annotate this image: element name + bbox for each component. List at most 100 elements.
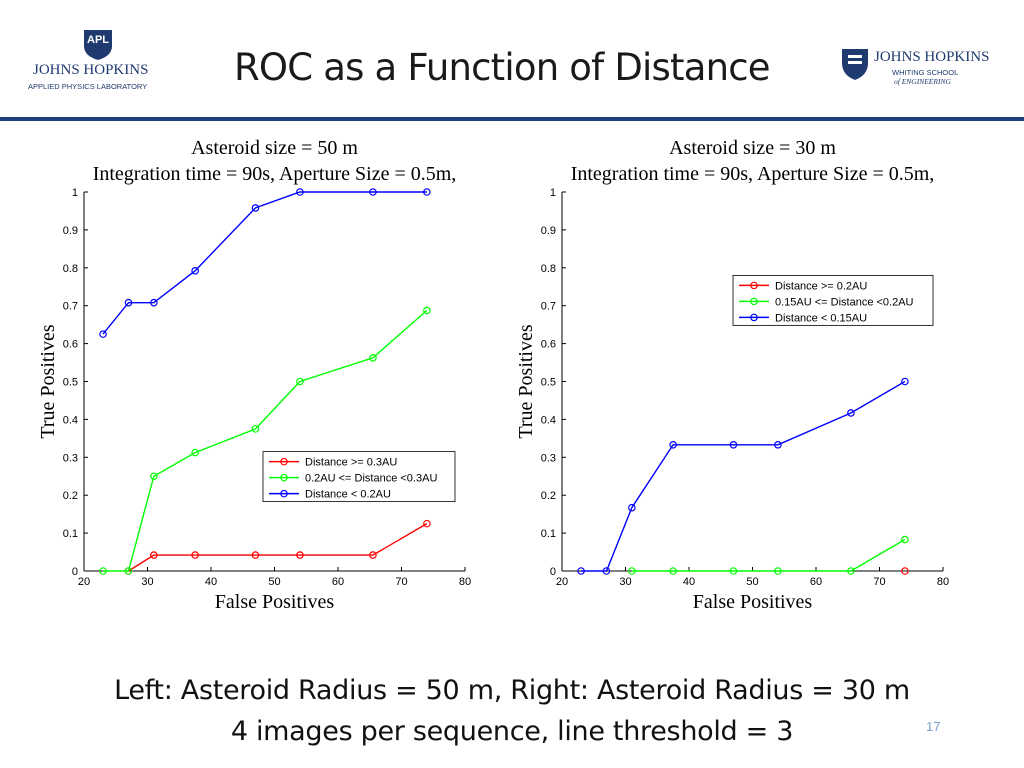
x-axis-label: False Positives bbox=[693, 591, 813, 613]
chart-legend: Distance >= 0.2AU 0.15AU <= Distance <0.2… bbox=[732, 274, 934, 326]
legend-entry: 0.2AU <= Distance <0.3AU bbox=[305, 473, 437, 485]
caption-line2: 4 images per sequence, line threshold = … bbox=[230, 716, 794, 747]
legend-entry: 0.15AU <= Distance <0.2AU bbox=[775, 296, 914, 308]
y-tick-label: 0 bbox=[72, 566, 78, 578]
data-point bbox=[729, 440, 738, 449]
series-line-1 bbox=[631, 538, 906, 572]
roc-chart-30m: Asteroid size = 30 m Integration time = 9… bbox=[515, 137, 949, 613]
data-point bbox=[99, 330, 107, 338]
data-point bbox=[99, 567, 107, 575]
series-line-2 bbox=[102, 191, 427, 335]
legend-entry: Distance < 0.15AU bbox=[775, 312, 867, 324]
data-point bbox=[296, 188, 304, 196]
data-point bbox=[369, 551, 377, 559]
y-tick-label: 0.9 bbox=[63, 225, 78, 237]
x-tick-label: 20 bbox=[78, 576, 90, 588]
chart-title: Asteroid size = 50 m bbox=[191, 137, 358, 159]
y-tick-label: 0.3 bbox=[63, 452, 78, 464]
series-line-0 bbox=[128, 522, 428, 572]
y-tick-label: 0.6 bbox=[541, 339, 556, 351]
data-point bbox=[901, 567, 909, 575]
chart-legend: Distance >= 0.3AU 0.2AU <= Distance <0.3A… bbox=[262, 451, 456, 503]
x-tick-label: 40 bbox=[683, 576, 695, 588]
chart-subtitle: Integration time = 90s, Aperture Size = … bbox=[571, 163, 935, 185]
y-axis-label: True Positives bbox=[37, 324, 59, 439]
x-tick-label: 50 bbox=[268, 576, 280, 588]
data-point bbox=[191, 551, 199, 559]
y-tick-label: 0.1 bbox=[63, 528, 78, 540]
data-point bbox=[847, 567, 855, 575]
data-point bbox=[628, 567, 636, 575]
x-tick-label: 20 bbox=[556, 576, 568, 588]
data-point bbox=[296, 377, 304, 386]
x-tick-label: 40 bbox=[205, 576, 217, 588]
apl-logo-line2: APPLIED PHYSICS LABORATORY bbox=[28, 82, 148, 91]
y-axis-label: True Positives bbox=[515, 324, 537, 439]
data-point bbox=[901, 377, 909, 386]
legend-swatch-marker bbox=[750, 281, 758, 290]
y-tick-label: 0.7 bbox=[541, 301, 556, 313]
y-tick-label: 0.9 bbox=[541, 225, 556, 237]
y-tick-label: 0.6 bbox=[63, 339, 78, 351]
data-point bbox=[774, 567, 782, 575]
x-tick-label: 30 bbox=[619, 576, 631, 588]
data-point bbox=[577, 567, 585, 575]
data-point bbox=[296, 551, 304, 559]
chart-subtitle: Integration time = 90s, Aperture Size = … bbox=[93, 163, 457, 185]
data-point bbox=[369, 354, 377, 362]
jhu-shield-icon bbox=[842, 49, 868, 80]
x-tick-label: 80 bbox=[459, 576, 471, 588]
data-point bbox=[847, 409, 855, 417]
whiting-logo: JOHNS HOPKINS WHITING SCHOOL of ENGINEER… bbox=[840, 45, 1000, 90]
data-point bbox=[423, 188, 431, 196]
y-tick-label: 0.7 bbox=[63, 301, 78, 313]
data-point bbox=[191, 448, 199, 457]
whiting-logo-line2: WHITING SCHOOL bbox=[892, 68, 959, 77]
x-tick-label: 70 bbox=[873, 576, 885, 588]
data-point bbox=[150, 551, 158, 559]
y-tick-label: 0.5 bbox=[541, 377, 556, 389]
series-line-1 bbox=[103, 309, 428, 572]
y-tick-label: 0.5 bbox=[63, 377, 78, 389]
x-tick-label: 50 bbox=[746, 576, 758, 588]
legend-swatch-marker bbox=[750, 313, 758, 322]
data-point bbox=[124, 567, 133, 575]
data-point bbox=[251, 425, 260, 433]
x-axis-label: False Positives bbox=[215, 591, 335, 613]
y-tick-label: 0.2 bbox=[541, 490, 556, 502]
whiting-logo-line1: JOHNS HOPKINS bbox=[874, 49, 990, 65]
data-point bbox=[423, 306, 431, 315]
data-point bbox=[729, 567, 738, 575]
y-tick-label: 0.2 bbox=[63, 490, 78, 502]
legend-swatch-marker bbox=[280, 473, 288, 482]
series-line-2 bbox=[581, 380, 906, 572]
legend-entry: Distance >= 0.2AU bbox=[775, 280, 867, 292]
x-tick-label: 70 bbox=[395, 576, 407, 588]
data-point bbox=[150, 472, 158, 481]
data-point bbox=[251, 551, 260, 559]
data-point bbox=[369, 188, 377, 196]
page-number: 17 bbox=[926, 719, 941, 734]
data-point bbox=[191, 267, 199, 275]
data-point bbox=[150, 298, 158, 307]
y-tick-label: 0.8 bbox=[63, 263, 78, 275]
data-point bbox=[669, 440, 677, 449]
data-point bbox=[251, 204, 260, 212]
chart-title: Asteroid size = 30 m bbox=[669, 137, 836, 159]
data-point bbox=[901, 535, 909, 544]
data-point bbox=[628, 503, 636, 512]
slide-header: APL JOHNS HOPKINS APPLIED PHYSICS LABORA… bbox=[0, 0, 1024, 118]
x-tick-label: 30 bbox=[141, 576, 153, 588]
legend-swatch-marker bbox=[280, 489, 288, 498]
y-tick-label: 0.4 bbox=[63, 414, 78, 426]
data-point bbox=[774, 440, 782, 449]
y-tick-label: 0.4 bbox=[541, 414, 556, 426]
apl-logo-line1: JOHNS HOPKINS bbox=[33, 62, 149, 78]
y-tick-label: 0 bbox=[550, 566, 556, 578]
x-tick-label: 80 bbox=[937, 576, 949, 588]
apl-shield-icon bbox=[84, 30, 112, 60]
y-tick-label: 1 bbox=[550, 187, 556, 199]
data-point bbox=[423, 519, 431, 528]
caption-line1: Left: Asteroid Radius = 50 m, Right: Ast… bbox=[114, 675, 910, 706]
apl-badge-text: APL bbox=[87, 34, 109, 46]
